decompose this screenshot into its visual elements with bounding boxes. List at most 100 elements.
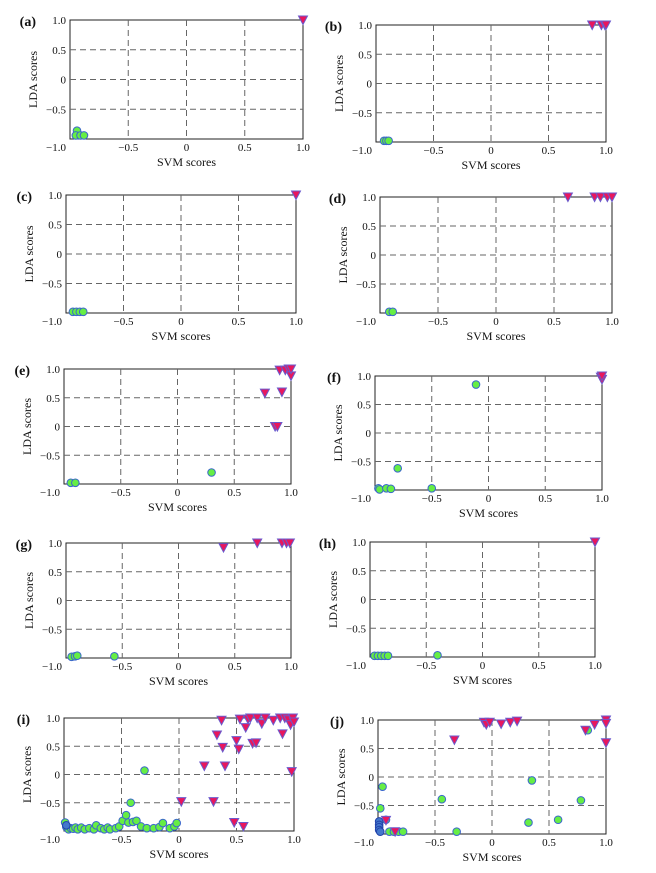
data-point-triangle: [606, 192, 618, 203]
panel-label: (i): [17, 713, 31, 728]
y-axis-label: LDA scores: [20, 398, 34, 455]
data-point-circle: [393, 464, 403, 473]
panel-h: −0.5 0 0.5 1.0 1.0 0.5 0 −0.5 −1.0 SVM scores LDA …: [319, 537, 603, 687]
corner-tick-label: −1.0: [346, 660, 366, 672]
data-point-triangle: [198, 761, 210, 772]
x-tick-label: 0: [176, 661, 182, 673]
data-point-circle: [384, 136, 393, 146]
y-axis-label: LDA scores: [336, 226, 350, 283]
data-point-triangle: [272, 422, 283, 433]
y-tick-label: −0.5: [42, 279, 62, 291]
panel-label: (g): [16, 538, 33, 553]
y-tick-label: −0.5: [40, 798, 60, 810]
y-tick-label: 0: [61, 75, 67, 87]
panel-label: (e): [14, 364, 30, 379]
x-tick-label: −0.5: [112, 661, 132, 673]
x-tick-label: −0.5: [114, 316, 134, 328]
x-tick-label: −0.5: [112, 834, 132, 846]
x-tick-label: −0.5: [422, 493, 442, 505]
data-point-triangle: [276, 387, 288, 398]
data-point-triangle: [251, 713, 263, 724]
y-axis-label: LDA scores: [332, 55, 346, 112]
y-tick-label: 0: [361, 595, 367, 607]
data-point-triangle: [285, 364, 297, 375]
y-tick-label: 1.0: [48, 190, 62, 202]
x-tick-label: 0: [175, 487, 181, 499]
data-point-triangle: [233, 744, 245, 755]
data-point-circle: [375, 485, 384, 494]
data-point-circle: [386, 484, 396, 494]
data-point-circle: [553, 815, 563, 825]
data-point-triangle: [175, 797, 187, 808]
panel-label: (c): [16, 190, 32, 205]
y-tick-label: −0.5: [42, 624, 62, 636]
data-point-triangle: [600, 738, 612, 749]
y-tick-label: 1.0: [52, 15, 66, 27]
y-tick-label: 1.0: [352, 537, 366, 549]
panel-a: −0.5 0 0.5 1.0 1.0 0.5 0 −0.5 −1.0 SVM scores LDA …: [20, 15, 311, 169]
x-tick-label: −0.5: [111, 487, 131, 499]
x-tick-label: −0.5: [424, 145, 444, 157]
data-point-circle: [126, 798, 135, 808]
data-point-triangle: [562, 192, 574, 203]
data-point-circle: [79, 131, 89, 140]
x-axis-label: SVM scores: [462, 158, 521, 172]
y-tick-label: 0.5: [358, 49, 372, 61]
x-tick-label: 0: [178, 316, 184, 328]
panel-label: (f): [327, 371, 341, 386]
y-tick-label: −0.5: [352, 108, 372, 120]
x-tick-label: 0.5: [232, 316, 246, 328]
y-axis-label: LDA scores: [326, 571, 340, 628]
y-axis-label: LDA scores: [20, 746, 34, 803]
data-point-triangle: [211, 730, 223, 741]
data-point-triangle: [250, 738, 262, 749]
x-tick-label: 0: [176, 834, 182, 846]
data-point-circle: [110, 651, 119, 661]
data-point-triangle: [595, 192, 606, 203]
data-point-circle: [172, 818, 181, 828]
x-axis-label: SVM scores: [459, 506, 518, 520]
y-tick-label: 0.5: [48, 567, 62, 579]
y-tick-label: 1.0: [362, 192, 376, 204]
data-point-triangle: [589, 720, 600, 731]
y-tick-label: 1.0: [357, 371, 371, 383]
data-point-circle: [71, 478, 80, 488]
x-axis-label: SVM scores: [157, 155, 216, 169]
data-point-triangle: [589, 537, 601, 548]
data-point-circle: [437, 794, 447, 804]
data-point-triangle: [389, 827, 401, 838]
data-point-triangle: [449, 735, 460, 746]
y-tick-label: 1.0: [360, 715, 374, 727]
y-axis-label: LDA scores: [22, 572, 36, 629]
x-tick-label: 0.5: [532, 660, 546, 672]
data-point-triangle: [286, 767, 298, 778]
panel-e: −0.5 0 0.5 1.0 1.0 0.5 0 −0.5 −1.0 SVM scores LDA …: [14, 364, 298, 514]
data-point-circle: [140, 766, 149, 775]
x-tick-label: 0: [480, 660, 486, 672]
data-point-triangle: [297, 15, 309, 26]
data-point-circle: [427, 483, 437, 493]
x-axis-label: SVM scores: [148, 500, 207, 514]
data-point-circle: [452, 827, 461, 837]
y-tick-label: 0.5: [52, 45, 66, 57]
y-tick-label: 1.0: [46, 364, 60, 376]
data-point-circle: [375, 827, 385, 837]
corner-tick-label: −1.0: [356, 316, 376, 328]
data-point-triangle: [234, 714, 246, 725]
corner-tick-label: −1.0: [351, 493, 371, 505]
data-point-circle: [72, 651, 82, 661]
data-point-triangle: [600, 20, 612, 31]
data-point-circle: [576, 796, 586, 805]
data-point-triangle: [484, 717, 496, 728]
x-axis-label: SVM scores: [150, 847, 209, 861]
corner-tick-label: −1.0: [46, 142, 66, 154]
x-axis-label: SVM scores: [463, 850, 522, 864]
y-tick-label: −0.5: [356, 279, 376, 291]
panel-label: (h): [319, 537, 336, 552]
data-point-circle: [158, 818, 168, 828]
data-point-triangle: [259, 388, 271, 399]
data-point-triangle: [495, 719, 507, 730]
y-tick-label: 0: [367, 79, 373, 91]
y-tick-label: 0.5: [46, 393, 60, 405]
data-point-triangle: [208, 797, 219, 808]
